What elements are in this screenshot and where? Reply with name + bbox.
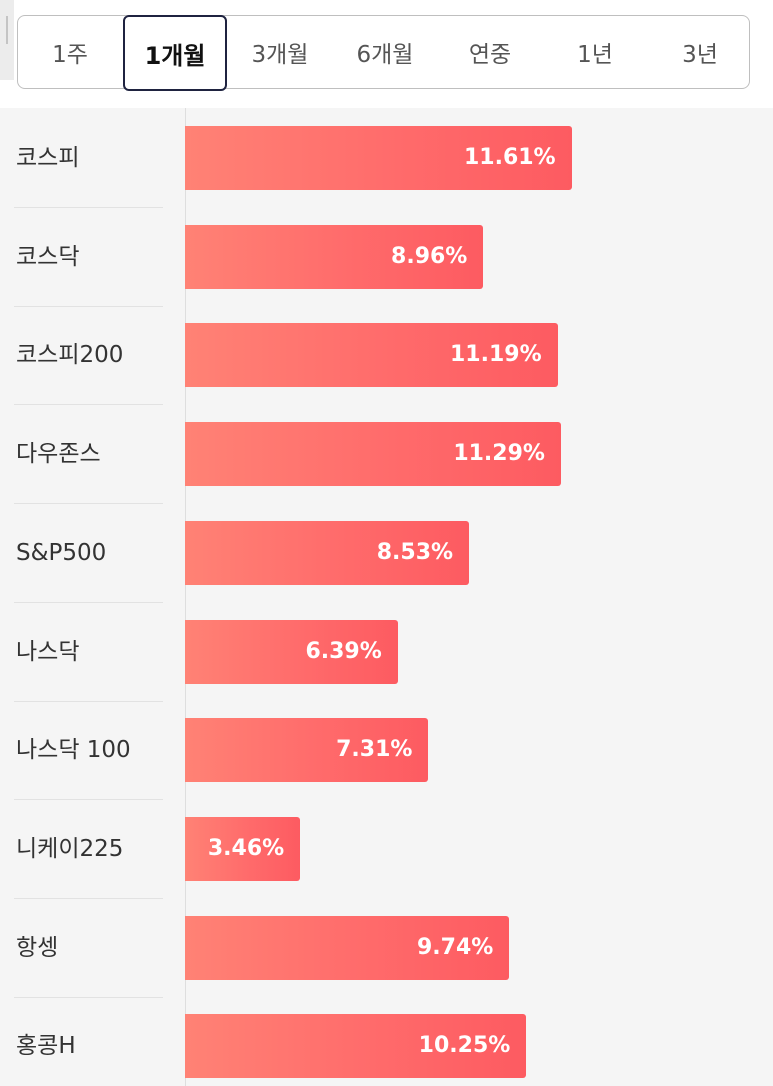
row-separator: [14, 897, 163, 899]
bar-value-label: 7.31%: [336, 737, 413, 763]
tab-3[interactable]: 6개월: [356, 42, 414, 68]
row-separator: [14, 601, 163, 603]
bar-value-label: 6.39%: [305, 638, 382, 664]
tab-5[interactable]: 1년: [577, 42, 613, 68]
tab-4[interactable]: 연중: [468, 42, 512, 68]
bar: [185, 619, 398, 684]
bar: [185, 422, 561, 487]
row-label: 항셍: [16, 934, 59, 961]
row-label: 나스닥: [16, 638, 80, 665]
bar-value-label: 11.29%: [453, 441, 545, 467]
chart-axis-line: [185, 108, 186, 1086]
row-separator: [14, 996, 163, 998]
tab-0[interactable]: 1주: [52, 42, 88, 68]
row-label: 코스피: [16, 145, 80, 171]
index-return-bar-chart: 코스피 11.61% 코스닥 8.96% 코스피200 11.19% 다우존스 11.29% S…: [0, 108, 773, 1086]
row-separator: [14, 305, 163, 307]
bar-value-label: 11.61%: [463, 145, 556, 170]
row-label: 홍콩H: [16, 1033, 76, 1060]
bar-value-label: 8.53%: [376, 539, 454, 565]
bar: [185, 224, 484, 289]
row-separator: [14, 207, 163, 208]
row-label: 니케이225: [16, 835, 124, 862]
bar: [185, 816, 301, 881]
row-label: 코스닥: [16, 243, 80, 270]
bar-value-label: 9.74%: [417, 934, 494, 960]
side-panel-edge: [0, 0, 14, 80]
bar: [185, 1014, 527, 1079]
bar-value-label: 3.46%: [207, 835, 285, 861]
row-separator: [14, 700, 163, 702]
bar: [185, 126, 572, 190]
bar: [185, 323, 558, 388]
row-label: 코스피200: [16, 342, 124, 369]
row-label: S&P500: [16, 539, 107, 566]
row-label: 다우존스: [16, 441, 101, 468]
bar: [185, 520, 470, 585]
bar: [185, 915, 510, 980]
bar-value-label: 8.96%: [391, 243, 468, 269]
row-separator: [14, 503, 163, 505]
row-separator: [14, 799, 163, 801]
row-separator: [14, 404, 163, 406]
bar-value-label: 11.19%: [449, 342, 542, 368]
tab-6[interactable]: 3년: [682, 42, 718, 68]
period-tabs: 1주 1개월 3개월 6개월 연중 1년 3년: [17, 15, 750, 91]
bar: [185, 718, 429, 783]
tab-1[interactable]: 1개월: [123, 15, 227, 91]
tab-2[interactable]: 3개월: [251, 42, 309, 68]
row-label: 나스닥 100: [16, 737, 131, 764]
bar-value-label: 10.25%: [418, 1033, 511, 1059]
